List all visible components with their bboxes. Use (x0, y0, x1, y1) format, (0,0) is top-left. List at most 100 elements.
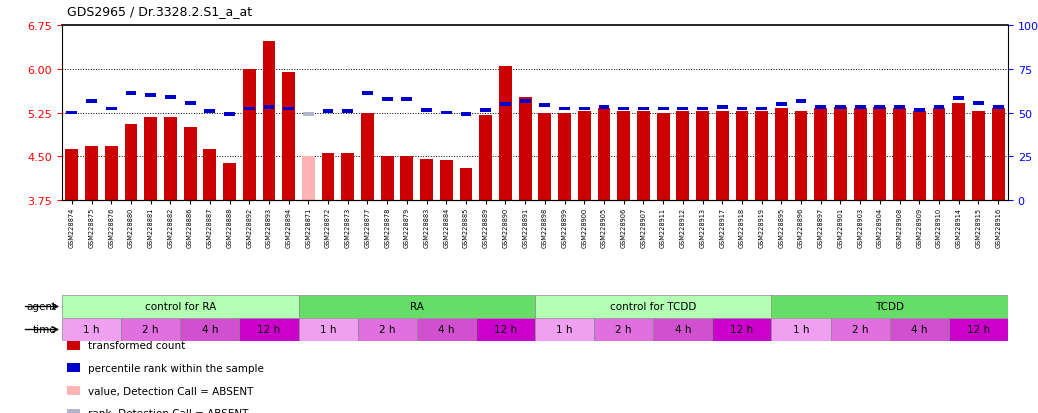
FancyBboxPatch shape (441, 112, 452, 115)
Bar (243, 70, 255, 201)
Text: 2 h: 2 h (852, 325, 869, 335)
FancyBboxPatch shape (165, 96, 175, 100)
FancyBboxPatch shape (717, 106, 728, 109)
Bar (991, 109, 1005, 201)
Text: 4 h: 4 h (438, 325, 455, 335)
Text: time: time (33, 325, 57, 335)
FancyBboxPatch shape (835, 106, 846, 109)
Bar (618, 112, 630, 201)
Bar (342, 154, 354, 201)
Bar (677, 112, 689, 201)
Bar (535, 295, 771, 318)
Bar (594, 318, 653, 341)
FancyBboxPatch shape (461, 113, 471, 117)
Bar (62, 318, 121, 341)
FancyBboxPatch shape (126, 92, 136, 96)
Bar (578, 112, 591, 201)
FancyBboxPatch shape (66, 112, 77, 115)
Bar (830, 318, 890, 341)
Bar (302, 157, 315, 201)
FancyBboxPatch shape (106, 107, 116, 111)
FancyBboxPatch shape (874, 106, 885, 109)
Bar (949, 318, 1008, 341)
FancyBboxPatch shape (992, 106, 1004, 109)
FancyBboxPatch shape (658, 107, 668, 111)
FancyBboxPatch shape (540, 104, 550, 108)
Bar (736, 112, 748, 201)
Bar (121, 318, 181, 341)
Text: TCDD: TCDD (875, 302, 904, 312)
Bar (65, 150, 78, 201)
FancyBboxPatch shape (913, 109, 925, 112)
FancyBboxPatch shape (500, 103, 511, 107)
FancyBboxPatch shape (579, 107, 590, 111)
Bar (874, 107, 886, 201)
Bar (912, 112, 926, 201)
Bar (893, 109, 906, 201)
Text: 12 h: 12 h (966, 325, 990, 335)
Bar (85, 147, 98, 201)
Text: 4 h: 4 h (675, 325, 691, 335)
Bar (775, 109, 788, 201)
FancyBboxPatch shape (619, 107, 629, 111)
FancyBboxPatch shape (816, 106, 826, 109)
Bar (539, 113, 551, 201)
Bar (475, 318, 535, 341)
Bar (952, 103, 965, 201)
Bar (420, 160, 433, 201)
Bar (460, 169, 472, 201)
FancyBboxPatch shape (678, 107, 688, 111)
FancyBboxPatch shape (973, 102, 984, 105)
Bar (480, 116, 492, 201)
Bar (815, 109, 827, 201)
Bar (181, 318, 240, 341)
Text: control for TCDD: control for TCDD (610, 302, 696, 312)
FancyBboxPatch shape (520, 100, 530, 104)
Text: 4 h: 4 h (201, 325, 218, 335)
Text: control for RA: control for RA (144, 302, 216, 312)
FancyBboxPatch shape (757, 107, 767, 111)
Text: 2 h: 2 h (142, 325, 159, 335)
Text: percentile rank within the sample: percentile rank within the sample (88, 363, 264, 373)
FancyBboxPatch shape (737, 107, 747, 111)
Bar (795, 112, 808, 201)
Bar (381, 157, 393, 201)
Bar (361, 113, 374, 201)
FancyBboxPatch shape (638, 107, 649, 111)
Text: 1 h: 1 h (556, 325, 573, 335)
FancyBboxPatch shape (224, 113, 235, 117)
FancyBboxPatch shape (86, 100, 97, 104)
Bar (144, 117, 157, 201)
FancyBboxPatch shape (481, 109, 491, 112)
Text: 12 h: 12 h (494, 325, 517, 335)
FancyBboxPatch shape (343, 109, 353, 114)
Bar (835, 107, 847, 201)
Bar (657, 113, 670, 201)
Text: 4 h: 4 h (911, 325, 928, 335)
FancyBboxPatch shape (953, 97, 964, 101)
Bar (854, 109, 867, 201)
Bar (240, 318, 299, 341)
FancyBboxPatch shape (559, 107, 570, 111)
FancyBboxPatch shape (185, 102, 195, 105)
Text: 2 h: 2 h (616, 325, 632, 335)
FancyBboxPatch shape (776, 103, 787, 107)
Bar (203, 150, 216, 201)
Text: transformed count: transformed count (88, 340, 185, 350)
Bar (972, 112, 985, 201)
FancyBboxPatch shape (323, 109, 333, 114)
FancyBboxPatch shape (421, 109, 432, 112)
Text: 1 h: 1 h (793, 325, 810, 335)
Text: GDS2965 / Dr.3328.2.S1_a_at: GDS2965 / Dr.3328.2.S1_a_at (67, 5, 252, 18)
Bar (771, 318, 830, 341)
Bar (299, 295, 535, 318)
Bar (299, 318, 358, 341)
Bar (696, 112, 709, 201)
Text: value, Detection Call = ABSENT: value, Detection Call = ABSENT (88, 386, 253, 396)
Bar (771, 295, 1008, 318)
Bar (653, 318, 712, 341)
Bar (499, 67, 512, 201)
Text: 12 h: 12 h (257, 325, 280, 335)
Text: 12 h: 12 h (731, 325, 754, 335)
Bar (416, 318, 475, 341)
